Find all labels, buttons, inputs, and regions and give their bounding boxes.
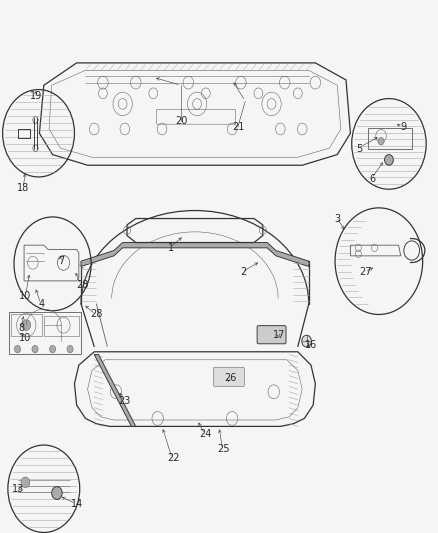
Text: 28: 28 — [90, 310, 102, 319]
Text: 21: 21 — [233, 122, 245, 132]
Text: 27: 27 — [360, 267, 372, 277]
Circle shape — [32, 345, 38, 353]
Text: 28: 28 — [76, 280, 88, 290]
Circle shape — [378, 138, 384, 145]
Text: 18: 18 — [17, 183, 29, 193]
Text: 7: 7 — [58, 256, 64, 266]
Text: 8: 8 — [18, 323, 24, 333]
Text: 5: 5 — [356, 144, 362, 154]
Text: 23: 23 — [119, 396, 131, 406]
Text: 10: 10 — [19, 334, 32, 343]
Text: 13: 13 — [12, 484, 25, 494]
Circle shape — [385, 155, 393, 165]
Circle shape — [52, 487, 62, 499]
Text: 25: 25 — [217, 445, 230, 454]
Text: 22: 22 — [167, 454, 179, 463]
Text: 6: 6 — [369, 174, 375, 183]
Circle shape — [67, 345, 73, 353]
Text: 24: 24 — [200, 430, 212, 439]
Text: 3: 3 — [334, 214, 340, 223]
Text: 16: 16 — [305, 341, 317, 350]
Circle shape — [302, 335, 311, 347]
FancyBboxPatch shape — [213, 367, 244, 386]
Text: 9: 9 — [400, 122, 406, 132]
Text: 1: 1 — [168, 243, 174, 253]
Text: 4: 4 — [39, 299, 45, 309]
Text: 19: 19 — [30, 91, 42, 101]
Text: 20: 20 — [176, 116, 188, 126]
FancyBboxPatch shape — [257, 326, 286, 344]
Circle shape — [49, 345, 56, 353]
Circle shape — [21, 477, 30, 488]
Polygon shape — [94, 354, 136, 426]
Text: 26: 26 — [224, 374, 236, 383]
Text: 14: 14 — [71, 499, 83, 508]
Polygon shape — [81, 243, 309, 266]
Text: 2: 2 — [240, 267, 246, 277]
Circle shape — [14, 345, 21, 353]
Text: 17: 17 — [273, 330, 285, 340]
Circle shape — [22, 320, 31, 330]
Text: 10: 10 — [19, 291, 32, 301]
